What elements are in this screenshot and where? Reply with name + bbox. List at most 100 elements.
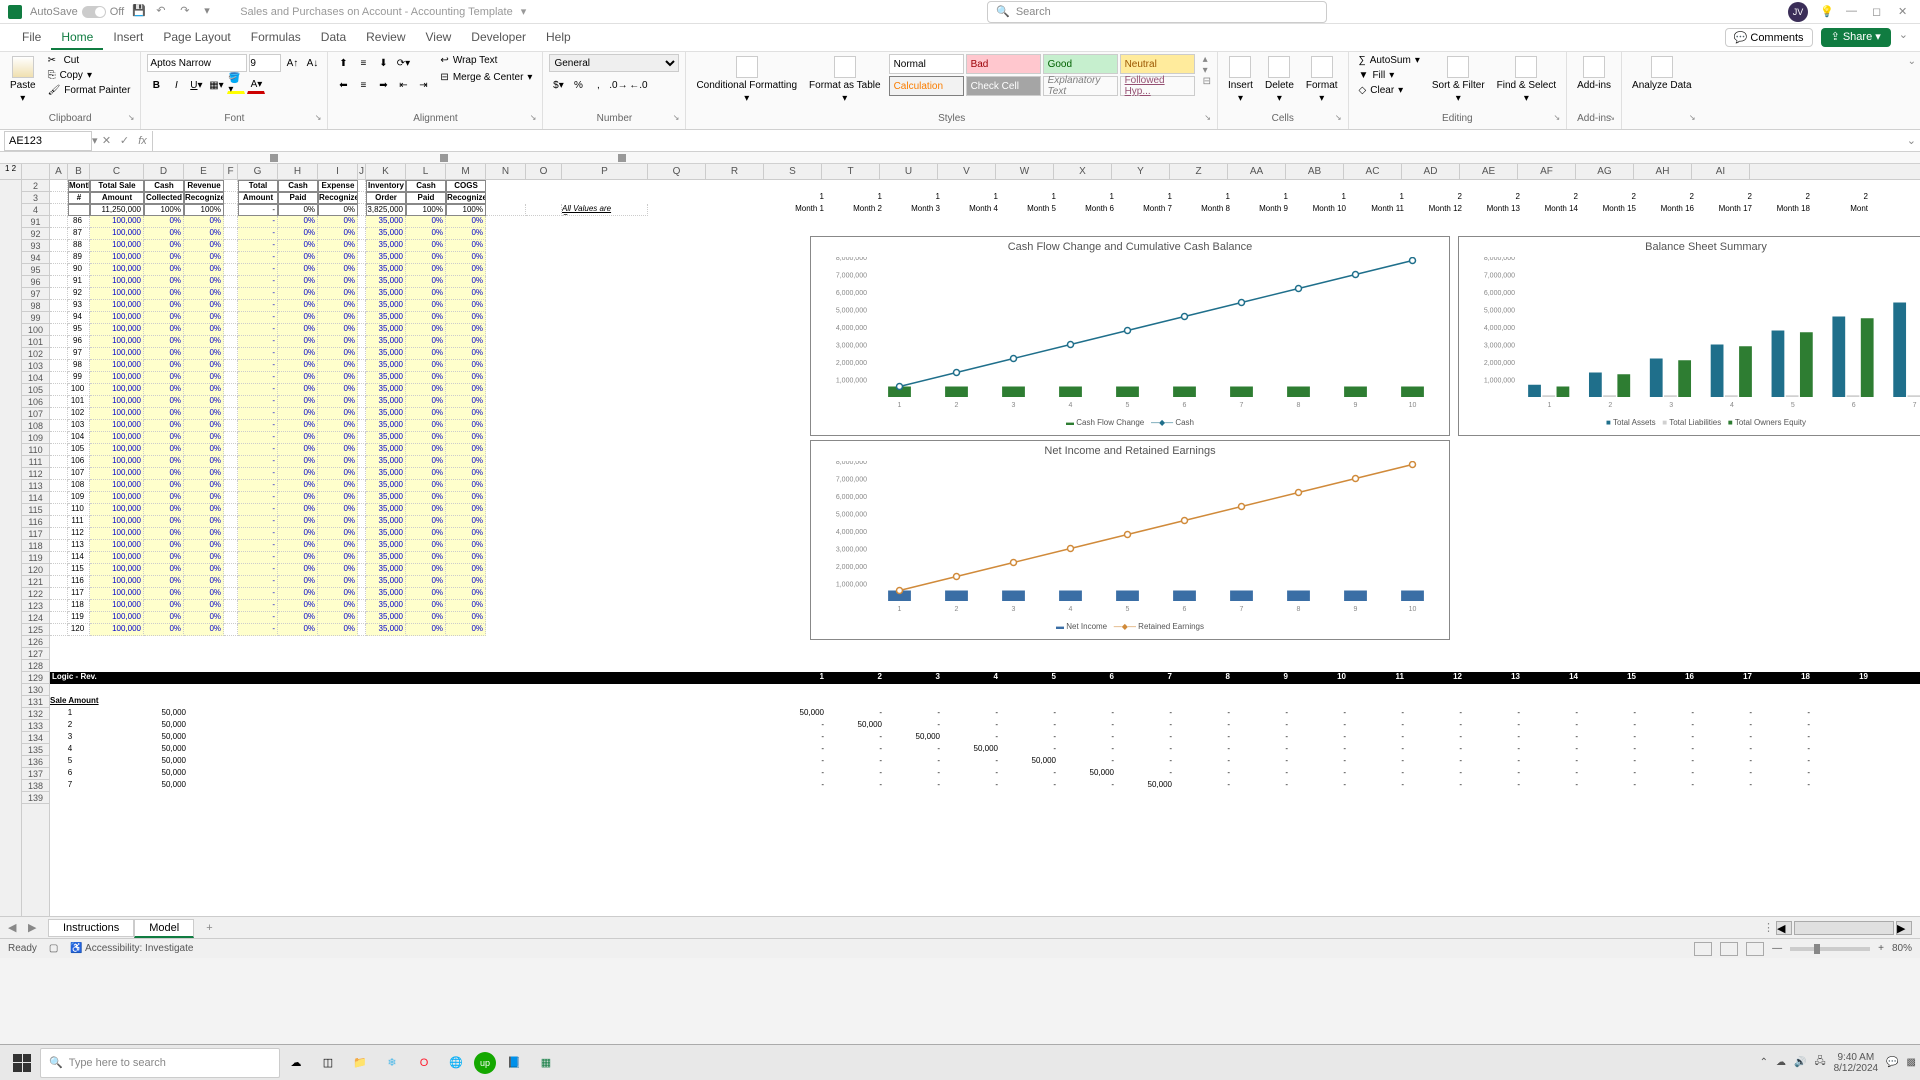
gallery-up-icon[interactable]: ▴ [1203,54,1211,65]
cell[interactable]: 0% [144,384,184,396]
cell[interactable]: 100,000 [90,372,144,384]
cell[interactable]: 35,000 [366,492,406,504]
cell[interactable] [50,396,68,408]
cell[interactable]: 0% [184,444,224,456]
cell[interactable]: - [238,312,278,324]
cell[interactable]: 0% [406,480,446,492]
cell[interactable]: - [238,588,278,600]
cell[interactable] [224,408,238,420]
cell[interactable] [358,468,366,480]
cell[interactable]: 100,000 [90,504,144,516]
cell[interactable]: 0% [446,396,486,408]
task-app-icon[interactable]: ❄ [378,1049,406,1077]
cell[interactable]: 0% [278,360,318,372]
cell[interactable]: Month 5 [1002,204,1060,213]
cell[interactable]: 0% [184,276,224,288]
cell[interactable]: Collected [144,192,184,204]
cell[interactable]: 0% [318,300,358,312]
table-row[interactable]: 150,00050,000----------------- [50,708,1872,720]
onedrive-icon[interactable]: ☁ [1776,1057,1786,1068]
cell[interactable]: 0% [446,600,486,612]
cell[interactable]: 0% [446,492,486,504]
cell[interactable]: 1 [1350,192,1408,201]
cell[interactable] [50,528,68,540]
cell[interactable]: 100,000 [90,300,144,312]
cell-style-option[interactable]: Good [1043,54,1118,74]
cell[interactable]: Amount [238,192,278,204]
cell[interactable] [358,432,366,444]
cell[interactable]: 100% [406,204,446,216]
cell[interactable]: 0% [446,564,486,576]
cell[interactable]: 118 [68,600,90,612]
row-header[interactable]: 130 [22,684,49,696]
column-header[interactable]: D [144,164,184,179]
cell[interactable]: 0% [318,600,358,612]
cell[interactable]: - [238,276,278,288]
cell[interactable] [224,540,238,552]
cell[interactable] [358,300,366,312]
cell[interactable]: 0% [144,564,184,576]
cell[interactable]: 0% [144,480,184,492]
cell[interactable] [50,324,68,336]
cell[interactable]: - [238,552,278,564]
row-header[interactable]: 119 [22,552,49,564]
addins-button[interactable]: Add-ins [1573,54,1615,93]
cell[interactable]: 0% [144,288,184,300]
cell[interactable]: 0% [144,516,184,528]
cell[interactable] [224,588,238,600]
cell[interactable]: 0% [144,492,184,504]
cell[interactable] [224,480,238,492]
page-layout-view-button[interactable] [1720,942,1738,956]
cell[interactable]: 0% [184,588,224,600]
column-header[interactable]: N [486,164,526,179]
cell[interactable] [486,204,526,216]
cell[interactable]: # [68,192,90,204]
cell[interactable]: Month 13 [1466,204,1524,213]
cell[interactable]: Month 1 [770,204,828,213]
cell[interactable] [224,456,238,468]
collapse-ribbon-button[interactable]: ⌄ [1904,52,1920,129]
cell[interactable]: 0% [278,576,318,588]
decrease-indent-icon[interactable]: ⇤ [394,76,412,94]
cell[interactable]: 1 [1002,192,1060,201]
accessibility-status[interactable]: ♿ Accessibility: Investigate [70,943,193,954]
cell[interactable]: Month 9 [1234,204,1292,213]
cell[interactable]: 0% [144,312,184,324]
cell[interactable]: 0% [184,600,224,612]
column-header[interactable]: AD [1402,164,1460,179]
cell[interactable] [358,240,366,252]
cell[interactable] [358,444,366,456]
cell[interactable] [224,228,238,240]
cell[interactable]: - [238,372,278,384]
copy-button[interactable]: ⎘Copy ▾ [44,69,135,82]
cell[interactable]: 0% [318,228,358,240]
cell[interactable]: 0% [144,528,184,540]
save-icon[interactable]: 💾 [132,4,148,20]
cell[interactable] [358,312,366,324]
cell[interactable]: 119 [68,612,90,624]
cell[interactable]: 0% [406,228,446,240]
chrome-icon[interactable]: 🌐 [442,1049,470,1077]
cell[interactable]: 0% [278,216,318,228]
cell[interactable]: 0% [406,336,446,348]
cell[interactable]: 0% [406,216,446,228]
underline-button[interactable]: U▾ [187,76,205,94]
cell[interactable]: 0% [144,504,184,516]
cell-style-option[interactable]: Explanatory Text [1043,76,1118,96]
row-header[interactable]: 111 [22,456,49,468]
cell[interactable] [358,204,366,216]
cell[interactable] [358,600,366,612]
cell[interactable]: 35,000 [366,456,406,468]
cell[interactable]: 0% [144,552,184,564]
column-header[interactable]: Z [1170,164,1228,179]
zoom-slider[interactable] [1790,947,1870,951]
cell[interactable]: 0% [406,564,446,576]
cell[interactable]: 2 [1756,192,1814,201]
row-header[interactable]: 97 [22,288,49,300]
cell[interactable]: 0% [278,324,318,336]
enter-formula-icon[interactable]: ✓ [116,132,134,150]
cell[interactable]: 100,000 [90,432,144,444]
cell[interactable] [358,612,366,624]
cell[interactable]: 0% [144,444,184,456]
cell[interactable]: 0% [318,372,358,384]
